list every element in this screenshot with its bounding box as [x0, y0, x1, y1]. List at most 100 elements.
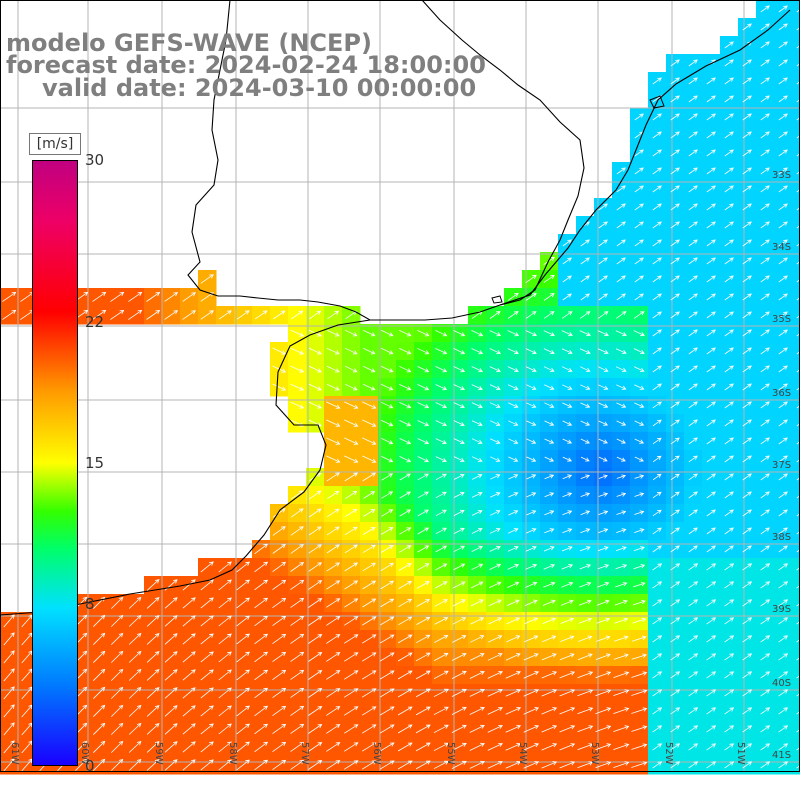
wind-arrow	[670, 473, 680, 481]
wind-arrow	[652, 77, 662, 85]
wind-arrow	[453, 348, 466, 355]
wind-arrow	[706, 581, 717, 589]
wind-arrow	[182, 310, 196, 320]
wind-arrow	[254, 705, 269, 717]
wind-arrow	[308, 508, 322, 518]
wind-arrow	[75, 758, 88, 771]
wind-arrow	[435, 329, 448, 337]
wind-arrow	[344, 562, 359, 572]
wind-arrow	[580, 438, 590, 444]
wind-arrow	[724, 725, 735, 733]
wind-arrow	[595, 761, 612, 769]
wind-arrow	[562, 456, 572, 462]
wind-arrow	[381, 527, 394, 535]
wind-arrow	[688, 167, 698, 175]
wind-arrow	[542, 617, 557, 624]
wind-arrow	[724, 41, 734, 49]
wind-arrow	[3, 686, 15, 700]
wind-arrow	[434, 652, 449, 661]
wind-arrow	[381, 347, 394, 355]
wind-arrow	[164, 759, 178, 771]
wind-arrow	[579, 581, 592, 588]
wind-arrow	[796, 639, 800, 643]
wind-arrow	[544, 474, 555, 480]
wind-arrow	[778, 149, 788, 157]
wind-arrow	[508, 438, 519, 444]
wind-arrow	[778, 293, 788, 301]
wind-arrow	[562, 384, 573, 390]
wind-arrow	[469, 760, 485, 769]
wind-arrow	[559, 707, 576, 715]
wind-arrow	[236, 615, 250, 627]
wind-arrow	[397, 742, 413, 752]
wind-arrow	[417, 420, 430, 427]
wind-speed-cell	[792, 504, 800, 523]
wind-arrow	[506, 599, 520, 607]
wind-arrow	[724, 563, 735, 571]
wind-arrow	[706, 401, 716, 409]
wind-arrow	[688, 761, 699, 769]
wind-arrow	[451, 670, 467, 679]
wind-arrow	[760, 365, 770, 373]
wind-arrow	[3, 668, 15, 682]
wind-arrow	[580, 239, 590, 247]
wind-arrow	[433, 724, 449, 734]
wind-arrow	[361, 724, 377, 734]
wind-arrow	[381, 401, 394, 409]
wind-arrow	[525, 293, 537, 301]
wind-arrow	[598, 402, 609, 408]
wind-arrow	[471, 348, 484, 355]
wind-arrow	[652, 203, 662, 211]
wind-arrow	[326, 688, 341, 698]
wind-arrow	[218, 615, 232, 627]
wind-arrow	[416, 617, 431, 625]
wind-arrow	[760, 491, 770, 499]
wind-arrow	[598, 203, 608, 211]
wind-arrow	[362, 598, 377, 608]
wind-arrow	[506, 635, 521, 643]
wind-arrow	[254, 687, 269, 699]
wind-arrow	[526, 474, 537, 480]
wind-arrow	[3, 614, 15, 628]
wind-arrow	[164, 310, 179, 320]
wind-arrow	[778, 131, 788, 139]
wind-arrow	[796, 549, 800, 553]
wind-arrow	[379, 724, 395, 734]
wind-arrow	[489, 348, 502, 355]
wind-arrow	[634, 438, 645, 444]
wind-speed-cell	[792, 54, 800, 73]
wind-arrow	[760, 689, 771, 697]
wind-arrow	[526, 510, 537, 516]
wind-arrow	[796, 225, 800, 229]
wind-speed-cell	[792, 720, 800, 739]
wind-arrow	[613, 671, 630, 678]
wind-arrow	[398, 598, 413, 608]
wind-arrow	[543, 546, 555, 552]
wind-arrow	[164, 292, 179, 302]
wind-arrow	[164, 687, 178, 699]
wind-arrow	[218, 669, 232, 681]
wind-arrow	[724, 617, 735, 625]
wind-arrow	[706, 725, 717, 733]
wind-arrow	[778, 581, 789, 589]
wind-arrow	[526, 528, 537, 534]
wind-arrow	[451, 706, 467, 715]
wind-arrow	[598, 456, 608, 462]
wind-arrow	[525, 348, 537, 355]
wind-arrow	[688, 581, 699, 589]
wind-arrow	[452, 599, 466, 607]
wind-arrow	[469, 742, 485, 751]
wind-arrow	[343, 742, 359, 752]
wind-arrow	[435, 348, 448, 355]
wind-arrow	[526, 384, 537, 390]
wind-arrow	[688, 113, 698, 121]
wind-arrow	[399, 420, 412, 427]
wind-arrow	[326, 401, 341, 409]
wind-arrow	[326, 508, 340, 518]
wind-arrow	[561, 366, 573, 372]
wind-arrow	[416, 581, 430, 589]
longitude-label: 57W	[299, 742, 310, 765]
wind-arrow	[326, 742, 341, 752]
wind-arrow	[397, 652, 413, 662]
wind-arrow	[652, 383, 662, 391]
